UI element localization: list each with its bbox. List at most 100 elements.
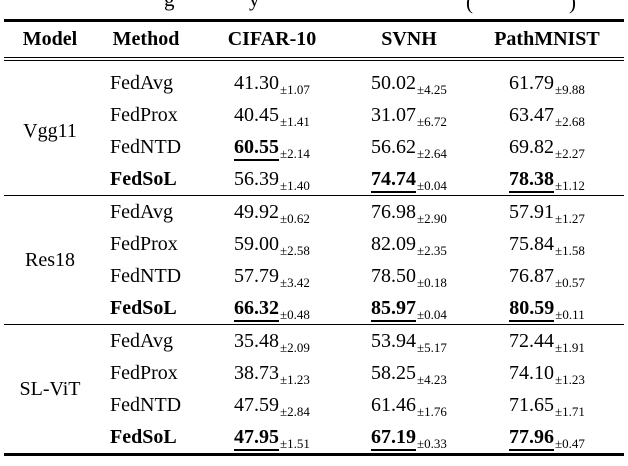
metric-cell: 58.25±4.23 bbox=[348, 357, 470, 389]
metric-cell: 53.94±5.17 bbox=[348, 325, 470, 358]
metric-std: ±4.25 bbox=[417, 81, 447, 97]
metric-value: 58.25 bbox=[371, 361, 417, 384]
metric-value-best: 67.19 bbox=[371, 425, 417, 451]
metric-cell: 38.73±1.23 bbox=[196, 357, 348, 389]
metric-value: 61.79 bbox=[509, 71, 555, 94]
metric-value: 76.87 bbox=[509, 264, 555, 287]
caption-fragment: y bbox=[249, 0, 260, 12]
metric-cell: 74.10±1.23 bbox=[470, 357, 624, 389]
metric-value-best: 80.59 bbox=[509, 296, 555, 322]
metric-cell: 63.47±2.68 bbox=[470, 99, 624, 131]
metric-value: 31.07 bbox=[371, 103, 417, 126]
method-label: FedSoL bbox=[110, 425, 177, 448]
metric-std: ±2.58 bbox=[280, 242, 310, 258]
metric-value: 82.09 bbox=[371, 232, 417, 255]
metric-cell: 66.32±0.48 bbox=[196, 292, 348, 325]
caption-fragment: ( bbox=[466, 0, 473, 14]
metric-cell: 69.82±2.27 bbox=[470, 131, 624, 163]
metric-value-best: 60.55 bbox=[234, 135, 280, 161]
metric-value: 57.91 bbox=[509, 200, 555, 223]
table-row: FedNTD 47.59±2.84 61.46±1.76 71.65±1.71 bbox=[4, 389, 624, 421]
metric-cell: 75.84±1.58 bbox=[470, 228, 624, 260]
metric-value-best: 78.38 bbox=[509, 167, 555, 193]
metric-value: 53.94 bbox=[371, 329, 417, 352]
metric-std: ±1.23 bbox=[280, 371, 310, 387]
metric-cell: 61.46±1.76 bbox=[348, 389, 470, 421]
metric-std: ±0.57 bbox=[555, 274, 585, 290]
model-group-res18: Res18 FedAvg 49.92±0.62 76.98±2.90 57.91… bbox=[4, 195, 624, 325]
method-label: FedProx bbox=[110, 103, 178, 126]
results-table: Model Method CIFAR-10 SVNH PathMNIST Vgg… bbox=[4, 19, 624, 456]
method-label: FedAvg bbox=[110, 329, 173, 352]
metric-value-best: 85.97 bbox=[371, 296, 417, 322]
method-label: FedNTD bbox=[110, 135, 182, 158]
method-label: FedAvg bbox=[110, 71, 173, 94]
metric-cell: 76.87±0.57 bbox=[470, 260, 624, 292]
metric-cell: 57.79±3.42 bbox=[196, 260, 348, 292]
table-row: FedNTD 57.79±3.42 78.50±0.18 76.87±0.57 bbox=[4, 260, 624, 292]
metric-cell: 85.97±0.04 bbox=[348, 292, 470, 325]
metric-std: ±0.47 bbox=[555, 435, 585, 451]
metric-cell: 71.65±1.71 bbox=[470, 389, 624, 421]
table-row: FedProx 40.45±1.41 31.07±6.72 63.47±2.68 bbox=[4, 99, 624, 131]
metric-std: ±2.27 bbox=[555, 145, 585, 161]
metric-std: ±1.91 bbox=[555, 339, 585, 355]
metric-std: ±1.12 bbox=[555, 177, 585, 193]
metric-cell: 56.62±2.64 bbox=[348, 131, 470, 163]
metric-cell: 78.50±0.18 bbox=[348, 260, 470, 292]
table-row: FedSoL 47.95±1.51 67.19±0.33 77.96±0.47 bbox=[4, 421, 624, 455]
model-group-slvit: SL-ViT FedAvg 35.48±2.09 53.94±5.17 72.4… bbox=[4, 324, 624, 455]
method-label: FedNTD bbox=[110, 393, 182, 416]
model-group-vgg11: Vgg11 FedAvg 41.30±1.07 50.02±4.25 61.79… bbox=[4, 59, 624, 196]
metric-value: 40.45 bbox=[234, 103, 280, 126]
metric-std: ±1.76 bbox=[417, 403, 447, 419]
metric-value-best: 77.96 bbox=[509, 425, 555, 451]
metric-value: 72.44 bbox=[509, 329, 555, 352]
metric-cell: 49.92±0.62 bbox=[196, 196, 348, 229]
metric-std: ±1.71 bbox=[555, 403, 585, 419]
metric-cell: 80.59±0.11 bbox=[470, 292, 624, 325]
metric-cell: 78.38±1.12 bbox=[470, 163, 624, 196]
metric-std: ±0.04 bbox=[417, 306, 447, 322]
metric-cell: 57.91±1.27 bbox=[470, 196, 624, 229]
metric-value: 49.92 bbox=[234, 200, 280, 223]
table-row: FedSoL 66.32±0.48 85.97±0.04 80.59±0.11 bbox=[4, 292, 624, 325]
metric-cell: 82.09±2.35 bbox=[348, 228, 470, 260]
metric-cell: 41.30±1.07 bbox=[196, 59, 348, 99]
method-label: FedSoL bbox=[110, 296, 177, 319]
metric-std: ±1.58 bbox=[555, 242, 585, 258]
table-row: Res18 FedAvg 49.92±0.62 76.98±2.90 57.91… bbox=[4, 196, 624, 271]
header-pathmnist: PathMNIST bbox=[494, 28, 600, 50]
metric-std: ±2.09 bbox=[280, 339, 310, 355]
metric-value: 35.48 bbox=[234, 329, 280, 352]
metric-value: 63.47 bbox=[509, 103, 555, 126]
method-label: FedProx bbox=[110, 232, 178, 255]
table-row: Vgg11 FedAvg 41.30±1.07 50.02±4.25 61.79… bbox=[4, 59, 624, 142]
table-header: Model Method CIFAR-10 SVNH PathMNIST bbox=[4, 21, 624, 59]
metric-value: 41.30 bbox=[234, 71, 280, 94]
metric-std: ±6.72 bbox=[417, 113, 447, 129]
metric-cell: 67.19±0.33 bbox=[348, 421, 470, 455]
metric-value: 71.65 bbox=[509, 393, 555, 416]
metric-std: ±2.68 bbox=[555, 113, 585, 129]
metric-std: ±3.42 bbox=[280, 274, 310, 290]
metric-value: 56.62 bbox=[371, 135, 417, 158]
metric-std: ±1.23 bbox=[555, 371, 585, 387]
metric-value: 57.79 bbox=[234, 264, 280, 287]
header-method: Method bbox=[112, 28, 180, 50]
metric-std: ±2.90 bbox=[417, 210, 447, 226]
metric-std: ±1.51 bbox=[280, 435, 310, 451]
metric-std: ±2.14 bbox=[280, 145, 310, 161]
metric-cell: 31.07±6.72 bbox=[348, 99, 470, 131]
metric-std: ±0.11 bbox=[555, 306, 585, 322]
metric-value: 47.59 bbox=[234, 393, 280, 416]
metric-cell: 74.74±0.04 bbox=[348, 163, 470, 196]
metric-value: 50.02 bbox=[371, 71, 417, 94]
metric-value-best: 74.74 bbox=[371, 167, 417, 193]
metric-cell: 77.96±0.47 bbox=[470, 421, 624, 455]
method-label: FedAvg bbox=[110, 200, 173, 223]
header-model: Model bbox=[22, 28, 78, 50]
metric-std: ±0.04 bbox=[417, 177, 447, 193]
method-label: FedProx bbox=[110, 361, 178, 384]
metric-value-best: 47.95 bbox=[234, 425, 280, 451]
